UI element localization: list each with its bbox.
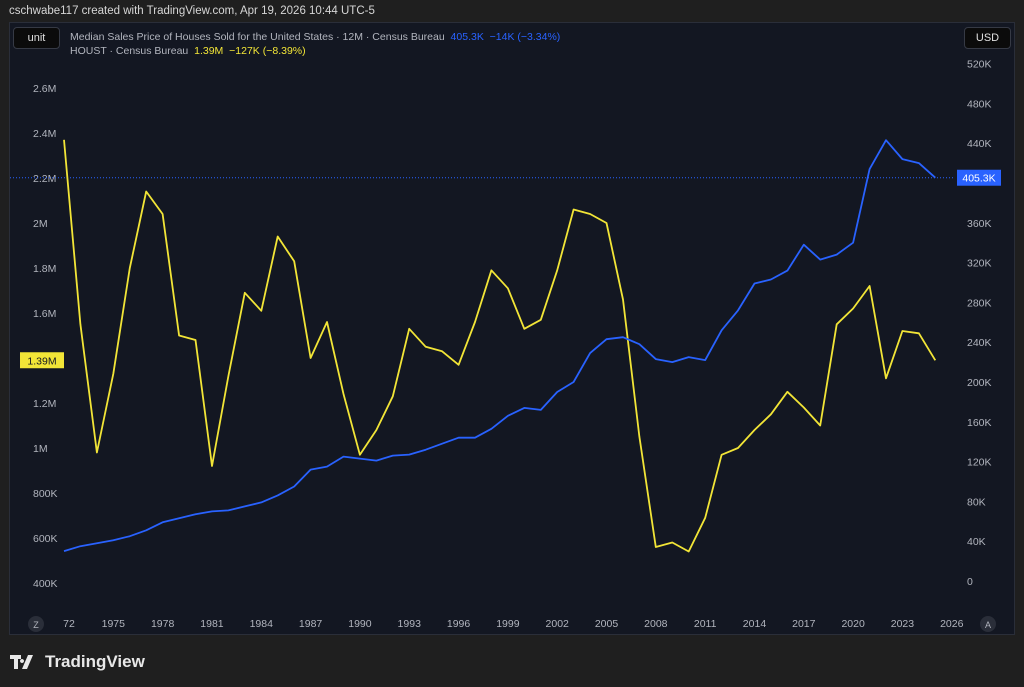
right-axis-tick-label: 320K [967, 258, 992, 270]
right-axis-tick-label: 120K [967, 457, 992, 469]
x-axis-tick-label: 1996 [447, 618, 471, 630]
left-axis-tick-label: 2M [33, 218, 48, 230]
left-axis-tick-label: 2.6M [33, 83, 56, 95]
legend: Median Sales Price of Houses Sold for th… [70, 30, 560, 58]
legend-s2-value: 1.39M [194, 45, 224, 57]
a-button-bg [980, 616, 996, 632]
x-axis-tick-label: 1975 [102, 618, 126, 630]
x-axis-tick-label: 1984 [250, 618, 274, 630]
legend-s1-name: Median Sales Price of Houses Sold for th… [70, 31, 445, 43]
legend-s2-name: HOUST · Census Bureau [70, 45, 189, 57]
legend-series-2[interactable]: HOUST · Census Bureau 1.39M −127K (−8.39… [70, 44, 560, 58]
x-axis-tick-label: 2011 [694, 618, 717, 630]
chart-panel[interactable] [9, 22, 1015, 635]
left-axis-tick-label: 400K [33, 578, 58, 590]
left-axis-tick-label: 1.2M [33, 398, 56, 410]
right-axis-tick-label: 40K [967, 536, 986, 548]
x-axis-tick-label: 72 [63, 618, 75, 630]
right-axis-tick-label: 200K [967, 377, 992, 389]
left-axis-tick-label: 2.2M [33, 173, 56, 185]
x-axis-tick-label: 1990 [348, 618, 372, 630]
left-axis-tick-label: 1.8M [33, 263, 56, 275]
right-axis-tick-label: 360K [967, 218, 992, 230]
right-axis-tick-label: 160K [967, 417, 992, 429]
right-axis-tick-label: 240K [967, 337, 992, 349]
x-axis-tick-label: 2014 [743, 618, 767, 630]
x-axis-tick-label: 2002 [546, 618, 570, 630]
chart-credit: cschwabe117 created with TradingView.com… [9, 5, 375, 17]
x-axis-tick-label: 1993 [398, 618, 422, 630]
right-axis-tick-label: 280K [967, 297, 992, 309]
z-button: Z [33, 620, 39, 630]
legend-series-1[interactable]: Median Sales Price of Houses Sold for th… [70, 30, 560, 44]
right-axis-tick-label: 440K [967, 138, 992, 150]
left-axis-tick-label: 800K [33, 488, 58, 500]
logo-text: TradingView [45, 652, 145, 671]
right-axis-tick-label: 480K [967, 98, 992, 110]
z-button-bg [28, 616, 44, 632]
left-last-label: 1.39M [27, 355, 56, 367]
left-last-badge [20, 352, 64, 369]
x-axis-tick-label: 1999 [496, 618, 520, 630]
legend-s1-value: 405.3K [450, 31, 484, 43]
x-axis-tick-label: 2026 [940, 618, 964, 630]
unit-button[interactable]: unit [13, 27, 60, 49]
right-axis-tick-label: 0 [967, 576, 973, 588]
tradingview-logo[interactable]: TradingView [10, 652, 145, 672]
legend-s1-change: −14K (−3.34%) [489, 31, 561, 43]
x-axis-tick-label: 2008 [644, 618, 668, 630]
x-axis-tick-label: 1981 [200, 618, 224, 630]
a-button: A [985, 620, 991, 630]
left-axis-tick-label: 1M [33, 443, 48, 455]
left-axis-tick-label: 600K [33, 533, 58, 545]
tradingview-logo-icon [10, 655, 33, 669]
x-axis-tick-label: 2020 [841, 618, 865, 630]
currency-button[interactable]: USD [964, 27, 1011, 49]
x-axis-tick-label: 2005 [595, 618, 619, 630]
right-axis-tick-label: 520K [967, 59, 992, 71]
right-last-label: 405.3K [962, 173, 995, 185]
x-axis-tick-label: 1987 [299, 618, 323, 630]
x-axis-tick-label: 2023 [891, 618, 915, 630]
left-axis-tick-label: 2.4M [33, 128, 56, 140]
x-axis-tick-label: 1978 [151, 618, 175, 630]
right-axis-tick-label: 80K [967, 496, 986, 508]
median-price-line [63, 139, 936, 552]
left-axis-tick-label: 1.6M [33, 308, 56, 320]
houst-line [63, 139, 937, 553]
x-axis-tick-label: 2017 [792, 618, 816, 630]
legend-s2-change: −127K (−8.39%) [229, 45, 306, 57]
right-last-badge [957, 169, 1001, 186]
